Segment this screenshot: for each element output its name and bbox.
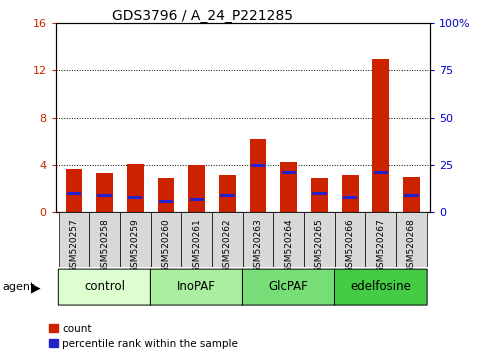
Bar (67, 192, 81, 195)
Bar (128, 196, 142, 199)
FancyBboxPatch shape (58, 269, 151, 305)
Text: GSM520267: GSM520267 (376, 218, 385, 273)
Text: GSM520265: GSM520265 (315, 218, 324, 273)
Bar (219, 175, 236, 212)
Bar (403, 177, 420, 212)
Bar (374, 171, 388, 174)
Bar (341, 175, 358, 212)
FancyBboxPatch shape (150, 269, 243, 305)
Text: GSM520257: GSM520257 (70, 218, 78, 273)
Bar (188, 165, 205, 212)
Bar (251, 164, 265, 166)
Text: ▶: ▶ (31, 281, 41, 294)
Bar (372, 58, 389, 212)
Text: GSM520259: GSM520259 (131, 218, 140, 273)
Text: GlcPAF: GlcPAF (269, 280, 309, 293)
Text: InoPAF: InoPAF (177, 280, 216, 293)
Bar (282, 171, 296, 174)
Legend: count, percentile rank within the sample: count, percentile rank within the sample (49, 324, 238, 349)
Bar (159, 200, 173, 202)
Bar (273, 212, 304, 267)
Bar (280, 161, 297, 212)
Bar (404, 194, 419, 197)
Text: GSM520268: GSM520268 (407, 218, 416, 273)
Bar (212, 212, 243, 267)
Bar (98, 194, 112, 197)
Bar (250, 139, 267, 212)
Bar (243, 212, 273, 267)
Bar (335, 212, 366, 267)
Bar (120, 212, 151, 267)
Bar (396, 212, 427, 267)
FancyBboxPatch shape (242, 269, 335, 305)
Bar (127, 164, 144, 212)
Bar (66, 169, 83, 212)
Text: GSM520261: GSM520261 (192, 218, 201, 273)
Text: GDS3796 / A_24_P221285: GDS3796 / A_24_P221285 (113, 9, 293, 23)
Text: control: control (84, 280, 125, 293)
Bar (157, 178, 174, 212)
Bar (343, 196, 357, 199)
Text: edelfosine: edelfosine (350, 280, 411, 293)
Bar (181, 212, 212, 267)
Bar (151, 212, 181, 267)
Text: GSM520260: GSM520260 (161, 218, 170, 273)
Text: agent: agent (2, 282, 35, 292)
Text: GSM520264: GSM520264 (284, 218, 293, 273)
FancyBboxPatch shape (334, 269, 427, 305)
Bar (189, 198, 204, 201)
Bar (366, 212, 396, 267)
Bar (312, 192, 327, 195)
Bar (304, 212, 335, 267)
Bar (311, 178, 328, 212)
Bar (89, 212, 120, 267)
Bar (58, 212, 89, 267)
Text: GSM520263: GSM520263 (254, 218, 263, 273)
Bar (220, 194, 235, 197)
Text: GSM520266: GSM520266 (346, 218, 355, 273)
Bar (96, 173, 113, 212)
Text: GSM520262: GSM520262 (223, 218, 232, 273)
Text: GSM520258: GSM520258 (100, 218, 109, 273)
